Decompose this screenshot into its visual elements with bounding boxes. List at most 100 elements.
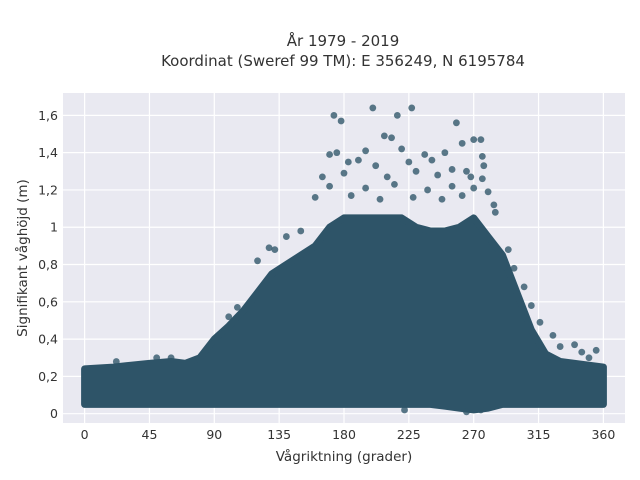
data-point [225, 313, 233, 321]
x-tick-label: 225 [397, 427, 421, 442]
data-point [467, 173, 475, 181]
data-point [340, 169, 348, 177]
data-point [337, 117, 345, 125]
data-point [571, 341, 578, 349]
y-axis-label: Signifikant våghöjd (m) [14, 179, 31, 337]
data-point [330, 111, 338, 119]
data-point [484, 188, 492, 196]
data-point [424, 186, 431, 194]
y-tick-label: 0,4 [38, 332, 58, 347]
y-tick-label: 1,6 [38, 108, 58, 123]
data-point [326, 182, 333, 190]
data-point [578, 348, 586, 356]
x-tick-label: 180 [332, 427, 356, 442]
data-cloud [81, 214, 607, 414]
data-points [112, 104, 600, 416]
data-point [520, 283, 528, 291]
data-point [421, 151, 429, 158]
data-point [153, 354, 161, 362]
data-point [347, 192, 355, 199]
y-tick-label: 0,8 [38, 257, 58, 272]
x-tick-label: 135 [267, 427, 291, 442]
data-point [592, 346, 600, 354]
x-tick-label: 90 [206, 427, 222, 442]
data-point [477, 406, 485, 414]
data-point [369, 104, 377, 112]
data-point [311, 194, 319, 201]
y-tick-label: 0 [50, 406, 58, 421]
x-axis-label: Vågriktning (grader) [276, 448, 413, 465]
data-point [477, 136, 485, 144]
chart-title-line-2: Koordinat (Sweref 99 TM): E 356249, N 61… [161, 52, 525, 70]
data-point [438, 195, 446, 203]
data-point [478, 175, 486, 183]
data-point [408, 104, 416, 112]
data-point [383, 173, 391, 181]
data-point [458, 192, 466, 199]
data-point [480, 162, 488, 170]
data-point [527, 302, 535, 309]
y-tick-label: 0,2 [38, 369, 58, 384]
x-tick-label: 270 [462, 427, 486, 442]
data-point [510, 264, 518, 272]
data-point [458, 139, 466, 147]
x-tick-label: 45 [142, 427, 158, 442]
data-point [490, 201, 498, 209]
data-point [549, 331, 557, 339]
y-tick-label: 1,4 [38, 145, 58, 160]
data-point [388, 134, 395, 142]
y-tick-label: 1,2 [38, 182, 58, 197]
data-point [428, 156, 436, 164]
data-point [362, 147, 370, 155]
data-point [463, 167, 470, 175]
data-point [391, 180, 398, 188]
data-point [282, 233, 290, 240]
data-point [412, 167, 420, 175]
data-point [536, 318, 544, 326]
data-point [380, 132, 388, 140]
data-point [344, 158, 352, 166]
data-point [372, 162, 380, 170]
data-point [326, 151, 333, 158]
data-point [491, 208, 499, 216]
data-point [556, 343, 564, 350]
y-tick-label: 0,6 [38, 294, 58, 309]
x-tick-label: 0 [81, 427, 89, 442]
x-axis-ticks: 0 45 90 135 180 225 270 315 360 [81, 427, 616, 442]
data-point [401, 406, 408, 414]
data-point [470, 136, 478, 144]
data-point [233, 304, 241, 311]
data-point [463, 408, 470, 416]
y-tick-label: 1 [50, 220, 58, 235]
data-point [393, 111, 401, 119]
data-point [254, 257, 261, 265]
y-axis-ticks: 0 0,2 0,4 0,6 0,8 1 1,2 1,4 1,6 [38, 108, 58, 421]
data-point [333, 149, 341, 157]
data-point [265, 244, 273, 252]
chart-title-line-1: År 1979 - 2019 [287, 31, 400, 50]
data-point [585, 354, 593, 362]
data-point [398, 145, 406, 153]
data-point [448, 182, 456, 190]
data-point [297, 227, 305, 235]
data-point [409, 194, 417, 201]
data-point [434, 171, 442, 179]
data-point [405, 158, 413, 166]
data-point [478, 152, 486, 160]
data-point [448, 166, 456, 173]
data-point [318, 173, 326, 181]
data-point [376, 195, 384, 203]
data-point [441, 149, 449, 157]
data-cloud-area [81, 214, 607, 414]
x-tick-label: 360 [591, 427, 615, 442]
x-tick-label: 315 [527, 427, 551, 442]
data-point [470, 184, 478, 192]
data-point [271, 246, 279, 254]
data-point [362, 184, 370, 192]
data-point [453, 119, 460, 127]
data-point [167, 354, 175, 362]
data-point [112, 358, 120, 365]
data-point [504, 246, 512, 254]
data-point [355, 156, 362, 164]
